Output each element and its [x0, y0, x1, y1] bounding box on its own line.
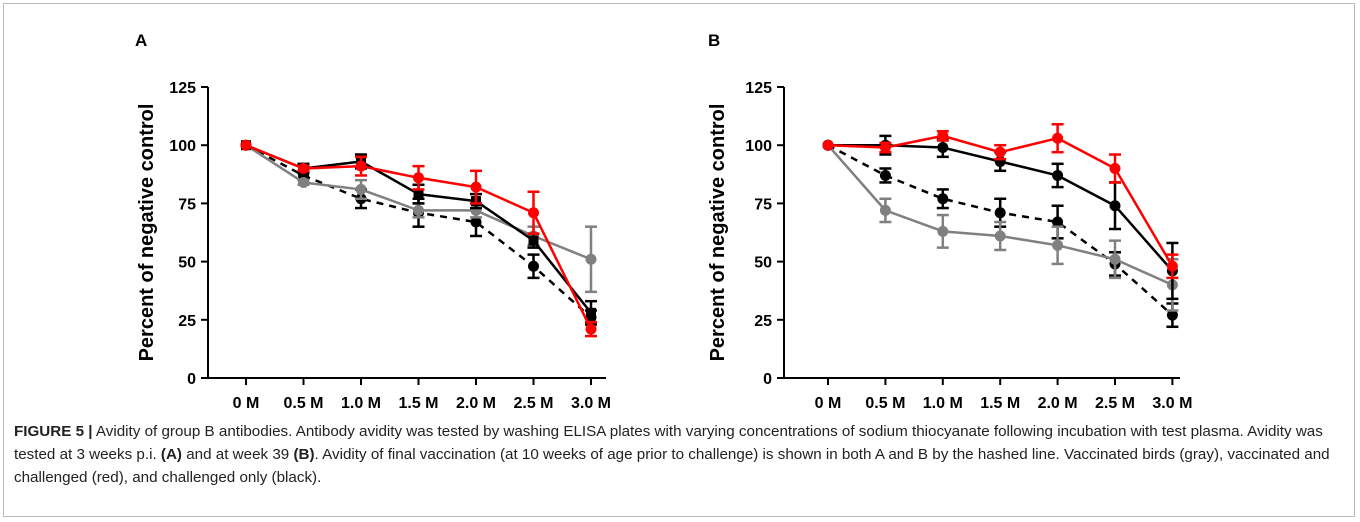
panel-label: A — [135, 31, 147, 50]
data-point — [1052, 132, 1064, 144]
data-point — [879, 204, 891, 216]
chart-panel-b: B 0 25 50 75 100 125 0 M 0.5 M 1.0 M 1.5 M 2.0 M 2.5… — [707, 31, 1192, 412]
data-point — [413, 189, 424, 200]
y-tick-label: 125 — [745, 80, 772, 97]
y-tick-label: 0 — [763, 371, 772, 388]
panel-label: B — [708, 31, 720, 50]
series-4 — [240, 139, 597, 338]
data-point — [1166, 260, 1178, 272]
data-point — [355, 160, 367, 172]
x-tick-label: 0 M — [233, 395, 260, 412]
series-2 — [240, 139, 597, 294]
data-point — [1166, 309, 1178, 321]
y-axis-label: Percent of negative control — [136, 104, 158, 362]
data-point — [585, 323, 597, 335]
data-point — [355, 183, 367, 195]
chart-panel-a: A 0 25 50 75 100 125 0 M 0.5 M 1.0 M 1.5 M 2.0 M 2.5… — [135, 31, 611, 412]
x-tick-label: 0.5 M — [283, 395, 323, 412]
data-point — [879, 142, 891, 154]
caption-bold-text: (B) — [293, 446, 315, 463]
x-tick-label: 2.0 M — [1038, 395, 1078, 412]
data-point — [586, 307, 596, 318]
x-tick-label: 2.5 M — [1095, 395, 1135, 412]
series-4 — [822, 122, 1179, 280]
x-tick-label: 2.5 M — [513, 395, 553, 412]
caption-text: and at week 39 — [182, 446, 294, 463]
data-point — [470, 181, 482, 193]
x-tick-label: 3.0 M — [1152, 395, 1192, 412]
data-point — [822, 139, 834, 151]
data-point — [994, 207, 1006, 219]
caption-bold-text: (A) — [160, 446, 182, 463]
data-point — [413, 172, 424, 184]
y-tick-label: 75 — [754, 196, 772, 213]
x-tick-label: 1.0 M — [341, 395, 381, 412]
caption-text: Avidity of group B antibodies. Antibody … — [14, 423, 1323, 463]
data-point — [298, 176, 309, 188]
x-tick-label: 0 M — [815, 395, 842, 412]
y-tick-label: 100 — [169, 138, 196, 155]
x-tick-label: 1.0 M — [923, 395, 963, 412]
data-point — [585, 253, 597, 265]
figure-frame — [3, 3, 1355, 517]
x-tick-label: 2.0 M — [456, 395, 496, 412]
data-point — [879, 169, 891, 181]
x-tick-label: 0.5 M — [865, 395, 905, 412]
data-point — [1109, 253, 1121, 265]
data-point — [528, 260, 539, 272]
y-tick-label: 125 — [169, 80, 196, 97]
data-point — [240, 139, 252, 151]
x-tick-label: 1.5 M — [398, 395, 438, 412]
figure-caption: FIGURE 5 | Avidity of group B antibodies… — [14, 420, 1350, 489]
y-tick-label: 25 — [754, 313, 772, 330]
data-point — [298, 162, 309, 174]
y-tick-label: 25 — [178, 313, 196, 330]
data-point — [937, 130, 949, 142]
x-tick-label: 3.0 M — [571, 395, 611, 412]
data-point — [994, 146, 1006, 158]
data-point — [470, 216, 482, 228]
data-point — [528, 207, 539, 219]
data-point — [1052, 169, 1064, 181]
y-tick-label: 100 — [745, 138, 772, 155]
data-point — [937, 225, 949, 237]
x-tick-label: 1.5 M — [980, 395, 1020, 412]
data-point — [994, 230, 1006, 242]
data-point — [937, 142, 949, 154]
data-point — [937, 193, 949, 205]
data-point — [1052, 216, 1064, 228]
data-point — [1109, 200, 1121, 212]
y-axis-label: Percent of negative control — [707, 104, 729, 362]
y-tick-label: 50 — [754, 255, 772, 272]
y-tick-label: 50 — [178, 255, 196, 272]
caption-bold-text: FIGURE 5 | — [14, 423, 93, 440]
data-point — [413, 204, 424, 216]
data-point — [1052, 239, 1064, 251]
figure-charts: A 0 25 50 75 100 125 0 M 0.5 M 1.0 M 1.5 M 2.0 M 2.5… — [135, 31, 1192, 412]
data-point — [1109, 162, 1121, 174]
data-point — [528, 235, 539, 246]
y-tick-label: 75 — [178, 196, 196, 213]
caption-text: . Avidity of final vaccination (at 10 we… — [14, 446, 1330, 486]
y-tick-label: 0 — [187, 371, 196, 388]
